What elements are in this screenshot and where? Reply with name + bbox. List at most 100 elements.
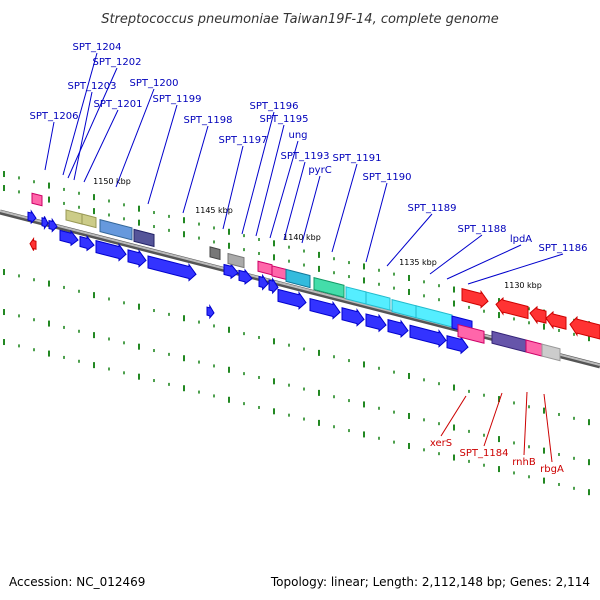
connector-line <box>255 124 285 237</box>
connector-line <box>446 244 522 280</box>
gene-box <box>525 339 543 357</box>
gene-feature-forward <box>268 277 279 295</box>
gene-feature-forward <box>95 239 127 262</box>
accession-text: Accession: NC_012469 <box>9 575 145 589</box>
gene-label: SPT_1196 <box>250 101 299 112</box>
connector-line <box>523 391 528 456</box>
gene-box <box>31 192 43 207</box>
gene-label: SPT_1203 <box>68 81 117 92</box>
connector-line <box>440 395 467 437</box>
gene-label: SPT_1195 <box>260 114 309 125</box>
connector-line <box>283 161 306 241</box>
gene-feature-forward <box>206 304 215 320</box>
gene-box <box>285 268 311 289</box>
gene-label: SPT_1193 <box>281 151 330 162</box>
gene-box <box>365 291 391 311</box>
gene-feature-reverse <box>529 305 547 325</box>
gene-box <box>81 213 97 229</box>
gene-feature-forward <box>365 313 387 333</box>
connector-line <box>73 91 93 181</box>
gene-feature-forward <box>258 273 269 291</box>
gene-label: SPT_1206 <box>30 111 79 122</box>
gene-feature-forward <box>409 324 447 348</box>
gene-label: SPT_1199 <box>153 94 202 105</box>
connector-line <box>483 392 503 447</box>
gene-box <box>541 343 561 362</box>
label-connector-lines <box>44 52 564 463</box>
gene-box <box>227 252 245 269</box>
gene-feature-forward <box>48 217 58 233</box>
gene-label: SPT_1191 <box>333 153 382 164</box>
gene-feature-reverse <box>461 287 489 309</box>
ruler-label: 1150 kbp <box>93 177 131 186</box>
ruler-label: 1140 kbp <box>283 233 321 242</box>
gene-label: ung <box>288 130 307 141</box>
gene-box <box>133 228 155 248</box>
gene-label: SPT_1190 <box>363 172 412 183</box>
ruler-label: 1145 kbp <box>195 206 233 215</box>
gene-label: rbgA <box>540 464 564 475</box>
connector-line <box>67 67 118 179</box>
gene-label: SPT_1202 <box>93 57 142 68</box>
connector-line <box>429 234 483 275</box>
gene-feature-forward <box>341 307 365 327</box>
gene-box <box>65 209 83 225</box>
gene-feature-forward <box>59 229 79 247</box>
gene-features <box>27 192 600 362</box>
gene-label: SPT_1201 <box>94 99 143 110</box>
gene-feature-forward <box>309 297 341 320</box>
connector-line <box>269 140 299 239</box>
gene-box <box>257 260 273 276</box>
gene-feature-forward <box>277 288 307 310</box>
gene-labels: SPT_1204 SPT_1202 SPT_1203 SPT_1201 SPT_1206… <box>30 42 588 475</box>
gene-feature-forward <box>387 318 409 339</box>
gene-label: SPT_1197 <box>219 135 268 146</box>
connector-line <box>44 121 55 171</box>
connector-line <box>83 109 119 183</box>
gene-label: SPT_1200 <box>130 78 179 89</box>
gene-feature-forward <box>79 234 95 252</box>
gene-label: SPT_1184 <box>460 448 509 459</box>
connector-line <box>467 253 564 285</box>
ruler-label: 1135 kbp <box>399 258 437 267</box>
gene-label: SPT_1189 <box>408 203 457 214</box>
gene-label: SPT_1198 <box>184 115 233 126</box>
gene-label: rnhB <box>512 457 536 468</box>
gene-box <box>457 323 485 344</box>
connector-line <box>222 145 244 230</box>
gene-feature-forward <box>223 262 239 280</box>
gene-feature-reverse <box>29 237 37 251</box>
gene-feature-reverse <box>545 310 567 330</box>
gene-feature-forward <box>446 335 469 355</box>
gene-box <box>209 246 221 261</box>
genome-summary-text: Topology: linear; Length: 2,112,148 bp; … <box>270 575 590 589</box>
map-title: Streptococcus pneumoniae Taiwan19F-14, c… <box>101 12 499 27</box>
connector-line <box>386 213 433 267</box>
gene-label: xerS <box>430 438 452 449</box>
gene-feature-forward <box>27 209 37 225</box>
connector-line <box>147 104 178 205</box>
gene-feature-forward <box>127 249 147 268</box>
connector-line <box>115 88 155 188</box>
connector-line <box>301 175 321 244</box>
gene-box <box>99 219 133 241</box>
gene-feature-reverse <box>495 296 529 320</box>
gene-feature-forward <box>41 216 49 230</box>
ruler-labels: 1150 kbp 1145 kbp 1140 kbp 1135 kbp 1130 kbp <box>93 177 542 290</box>
connector-line <box>543 393 553 463</box>
gene-label: SPT_1188 <box>458 224 507 235</box>
tick-marks <box>3 171 590 496</box>
gene-box <box>491 330 527 353</box>
gene-box <box>313 276 345 298</box>
connector-line <box>331 163 358 253</box>
gene-label: SPT_1204 <box>73 42 122 53</box>
connector-line <box>365 182 388 263</box>
gene-feature-forward <box>147 255 197 282</box>
gene-label: pyrC <box>308 165 331 176</box>
connector-line <box>62 52 98 176</box>
gene-box <box>271 265 287 281</box>
gene-label: SPT_1186 <box>539 243 588 254</box>
ruler-label: 1130 kbp <box>504 281 542 290</box>
gene-feature-reverse <box>569 315 600 340</box>
